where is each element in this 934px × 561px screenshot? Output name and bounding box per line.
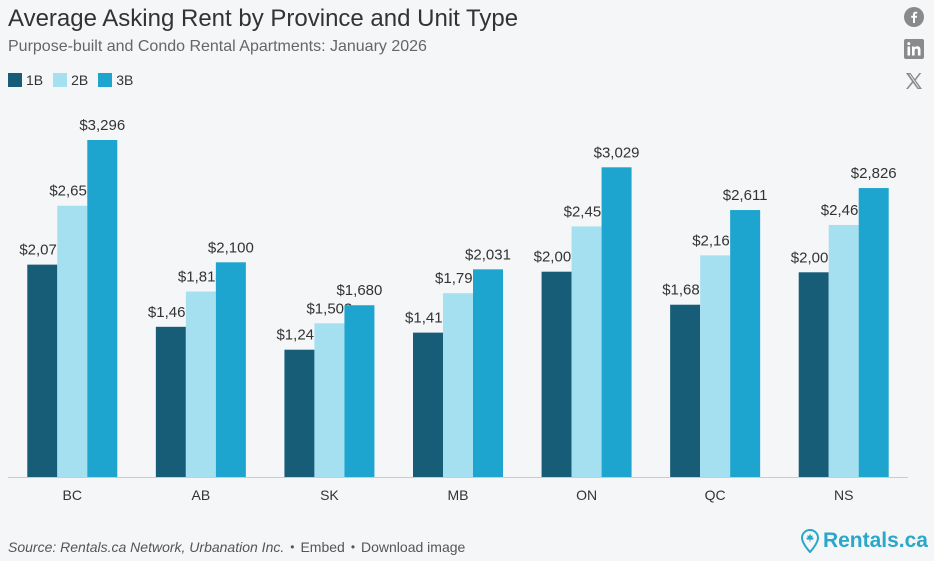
data-label-mb-2b: $1,798 xyxy=(435,270,481,287)
chart-title: Average Asking Rent by Province and Unit… xyxy=(8,5,519,32)
x-tick-label-mb: MB xyxy=(448,487,469,503)
data-label-sk-2b: $1,503 xyxy=(306,300,352,317)
data-label-bc-1b: $2,077 xyxy=(19,242,65,259)
x-tick-label-sk: SK xyxy=(320,487,339,503)
legend-swatch-3b xyxy=(98,73,113,87)
x-tick-label-on: ON xyxy=(576,487,597,503)
x-tick-label-ns: NS xyxy=(834,487,853,503)
legend: 1B 2B 3B xyxy=(8,72,133,88)
source-text: Source: Rentals.ca Network, Urbanation I… xyxy=(8,539,285,555)
data-label-sk-3b: $1,680 xyxy=(336,282,382,299)
data-label-ns-3b: $2,826 xyxy=(851,165,897,182)
bar-bc-3b[interactable] xyxy=(87,140,118,477)
facebook-icon[interactable] xyxy=(903,6,925,28)
bar-sk-2b[interactable] xyxy=(314,323,345,477)
data-label-bc-2b: $2,653 xyxy=(49,183,95,200)
bar-qc-3b[interactable] xyxy=(730,210,761,478)
data-label-qc-1b: $1,685 xyxy=(662,282,708,299)
linkedin-icon[interactable] xyxy=(903,38,925,60)
data-label-ab-3b: $2,100 xyxy=(208,239,254,256)
data-label-ns-2b: $2,465 xyxy=(821,202,867,219)
separator-dot: • xyxy=(350,540,356,554)
data-label-qc-3b: $2,611 xyxy=(723,187,768,204)
bar-ns-1b[interactable] xyxy=(798,272,829,477)
bar-mb-3b[interactable] xyxy=(473,269,503,477)
bar-ns-3b[interactable] xyxy=(858,188,889,477)
legend-swatch-1b xyxy=(8,73,22,87)
legend-item-1b[interactable]: 1B xyxy=(8,72,43,88)
legend-label-2b: 2B xyxy=(71,72,89,88)
bar-mb-2b[interactable] xyxy=(443,293,473,477)
bar-ab-3b[interactable] xyxy=(215,262,246,477)
data-label-on-2b: $2,451 xyxy=(564,203,610,220)
bar-bc-2b[interactable] xyxy=(57,205,88,477)
data-label-bc-3b: $3,296 xyxy=(79,117,125,134)
brand-name: Rentals.ca xyxy=(822,529,928,552)
legend-item-2b[interactable]: 2B xyxy=(53,72,88,88)
bar-ab-1b[interactable] xyxy=(155,326,186,477)
bar-mb-1b[interactable] xyxy=(413,332,443,477)
data-label-on-3b: $3,029 xyxy=(594,144,640,161)
x-tick-label-qc: QC xyxy=(705,487,726,503)
x-tick-label-ab: AB xyxy=(192,487,211,503)
bar-sk-3b[interactable] xyxy=(344,305,375,477)
x-icon[interactable] xyxy=(903,70,925,92)
separator-dot: • xyxy=(290,540,295,554)
data-label-mb-1b: $1,412 xyxy=(405,310,451,327)
bar-on-1b[interactable] xyxy=(541,271,572,477)
data-label-ab-1b: $1,469 xyxy=(148,304,194,321)
bar-qc-2b[interactable] xyxy=(700,255,731,477)
data-label-on-1b: $2,008 xyxy=(534,249,580,266)
legend-label-3b: 3B xyxy=(116,72,134,88)
legend-swatch-2b xyxy=(53,73,68,87)
data-label-mb-3b: $2,031 xyxy=(465,246,511,263)
x-tick-label-bc: BC xyxy=(63,487,82,503)
bar-on-3b[interactable] xyxy=(601,167,632,478)
data-label-sk-1b: $1,245 xyxy=(276,327,322,344)
data-label-ns-1b: $2,002 xyxy=(791,249,837,266)
footer: Source: Rentals.ca Network, Urbanation I… xyxy=(8,539,465,555)
bar-sk-1b[interactable] xyxy=(284,349,315,477)
data-label-qc-2b: $2,168 xyxy=(692,232,738,249)
download-image-link[interactable]: Download image xyxy=(361,539,466,555)
bar-bc-1b[interactable] xyxy=(27,264,58,477)
bar-on-2b[interactable] xyxy=(571,226,602,477)
legend-label-1b: 1B xyxy=(26,72,44,88)
map-pin-icon xyxy=(800,529,819,553)
bar-qc-1b[interactable] xyxy=(670,304,701,477)
rentals-ca-logo[interactable]: Rentals.ca xyxy=(800,529,928,553)
data-label-ab-2b: $1,814 xyxy=(178,269,224,286)
bar-ab-2b[interactable] xyxy=(185,291,216,477)
embed-link[interactable]: Embed xyxy=(300,539,345,555)
bar-ns-2b[interactable] xyxy=(828,224,859,477)
legend-item-3b[interactable]: 3B xyxy=(98,72,133,88)
chart-subtitle: Purpose-built and Condo Rental Apartment… xyxy=(8,38,427,55)
social-share xyxy=(902,6,926,92)
